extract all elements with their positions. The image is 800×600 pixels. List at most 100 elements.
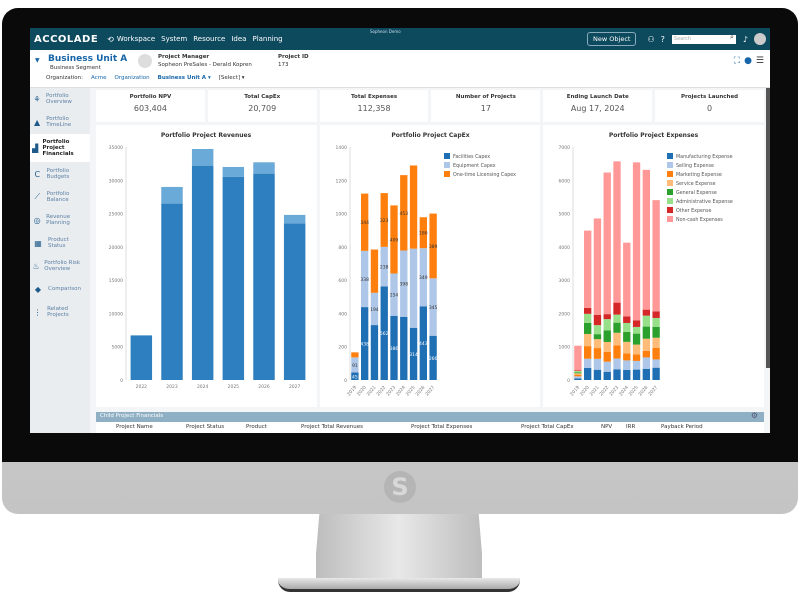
column-header[interactable]: Project Name xyxy=(116,424,153,430)
help-icon[interactable]: ? xyxy=(660,34,665,44)
bar-segment xyxy=(613,369,622,380)
legend-entry[interactable]: Manufacturing Expense xyxy=(676,154,733,160)
sidebar-item[interactable]: ⚘ Portfolio Overview xyxy=(30,88,90,110)
sidebar-item-label: Related Projects xyxy=(47,306,69,318)
x-tick-label: 2022 xyxy=(136,384,148,390)
sidebar-item[interactable]: ▟ Portfolio Project Financials xyxy=(30,134,90,162)
sidebar-item[interactable]: ♨ Portfolio Risk Overview xyxy=(30,255,90,277)
sidebar-item[interactable]: Ϲ Portfolio Budgets xyxy=(30,163,90,185)
y-tick-label: 25000 xyxy=(109,212,123,218)
sidebar-item-label: Portfolio Risk Overview xyxy=(44,260,81,272)
sidebar-item-label: Comparison xyxy=(48,286,81,292)
bar-segment xyxy=(643,338,651,351)
data-label: 91 xyxy=(352,363,358,369)
sidebar-item[interactable]: ▲ Portfolio TimeLine xyxy=(30,111,90,133)
legend-entry[interactable]: Selling Expense xyxy=(676,163,714,169)
bar-segment xyxy=(613,358,622,370)
bar-segment xyxy=(390,205,398,274)
bar-segment xyxy=(594,325,602,335)
breadcrumb-select[interactable]: [Select] ▾ xyxy=(218,75,245,81)
bar-segment xyxy=(633,162,641,321)
sidebar-item[interactable]: ◎ Revenue Planning xyxy=(30,209,90,231)
bar-segment xyxy=(603,314,612,320)
column-header[interactable]: Project Total Revenues xyxy=(301,424,363,430)
legend-entry[interactable]: Other Expense xyxy=(676,208,712,214)
nav-resource[interactable]: Resource xyxy=(193,35,226,43)
legend-entry[interactable]: General Expense xyxy=(676,190,717,196)
sidebar-item-label: Portfolio Budgets xyxy=(46,168,70,180)
kpi-row: Portfolio NPV 603,404 Total CapEx 20,709 Tot… xyxy=(96,90,764,122)
bar-segment xyxy=(623,322,631,332)
pid-value: 173 xyxy=(278,62,289,68)
collapse-icon[interactable]: ▼ xyxy=(35,57,40,64)
x-tick-label: 2023 xyxy=(166,384,178,390)
bar-segment xyxy=(594,339,602,349)
data-label: 453 xyxy=(399,211,408,217)
nav-idea[interactable]: Idea xyxy=(231,35,247,43)
legend-entry[interactable]: Marketing Expense xyxy=(676,172,722,178)
kpi-card: Ending Launch Date Aug 17, 2024 xyxy=(543,90,653,122)
bar-segment xyxy=(603,341,612,352)
bell-icon[interactable]: ♪ xyxy=(742,34,748,44)
gear-icon[interactable]: ⚙ xyxy=(750,411,758,420)
object-header: ▼ Business Unit A Business Segment Proje… xyxy=(30,50,770,88)
nav-planning[interactable]: Planning xyxy=(252,35,283,43)
legend-entry[interactable]: Facilities Capex xyxy=(453,154,490,160)
bar-segment xyxy=(594,334,602,340)
breadcrumb-business-unit[interactable]: Business Unit A ▾ xyxy=(157,75,211,81)
legend-entry[interactable]: Equipment Capex xyxy=(453,163,496,169)
legend-entry[interactable]: One-time Licensing Capex xyxy=(453,172,516,178)
user-chat-icon[interactable]: ⚇ xyxy=(647,34,655,44)
search-input[interactable] xyxy=(671,34,726,44)
scrollbar[interactable] xyxy=(766,88,770,368)
sidebar-item-label: Portfolio TimeLine xyxy=(46,116,72,128)
column-header[interactable]: Product xyxy=(246,424,267,430)
menu-icon[interactable]: ☰ xyxy=(755,56,764,66)
column-header[interactable]: Project Total Expenses xyxy=(411,424,473,430)
column-header[interactable]: NPV xyxy=(601,424,613,430)
y-tick-label: 10000 xyxy=(109,311,123,317)
data-label: 194 xyxy=(370,307,379,313)
bar-segment xyxy=(574,378,582,380)
bar-segment xyxy=(594,369,602,380)
nav-workspace[interactable]: Workspace xyxy=(116,35,156,43)
bar-segment xyxy=(574,372,582,374)
y-tick-label: 0 xyxy=(120,378,123,384)
breadcrumb-acme[interactable]: Acme xyxy=(91,75,107,81)
comment-icon[interactable]: ● xyxy=(744,56,752,66)
sidebar-item[interactable]: ⋮ Related Projects xyxy=(30,301,90,323)
bar-segment xyxy=(429,278,437,336)
bar-segment xyxy=(652,348,661,360)
column-header[interactable]: Payback Period xyxy=(661,424,703,430)
breadcrumb-organization[interactable]: Organization xyxy=(114,75,150,81)
search-icon[interactable]: ⌕ xyxy=(729,32,734,41)
road-icon: ▲ xyxy=(34,117,41,127)
sidebar-item[interactable]: ◆ Comparison xyxy=(30,278,90,300)
column-header[interactable]: Project Total CapEx xyxy=(521,424,574,430)
history-icon[interactable]: ⟲ xyxy=(107,34,114,44)
data-label: 45 xyxy=(352,374,358,380)
target-icon: ◎ xyxy=(33,215,41,225)
data-label: 254 xyxy=(389,293,398,299)
bar-segment xyxy=(350,352,359,358)
nav-system[interactable]: System xyxy=(161,35,188,43)
brand-logo[interactable]: ACCOLADE xyxy=(34,33,99,45)
x-tick-label: 2026 xyxy=(258,384,270,390)
bar-segment xyxy=(409,327,417,380)
column-header[interactable]: IRR xyxy=(626,424,636,430)
sidebar-item[interactable]: ⟋ Portfolio Balance xyxy=(30,186,90,208)
bar-segment xyxy=(360,307,369,380)
legend-entry[interactable]: Administrative Expense xyxy=(676,199,733,205)
column-header[interactable]: Project Status xyxy=(186,424,225,430)
y-tick-label: 1000 xyxy=(335,212,347,218)
bar-segment xyxy=(584,346,592,359)
bar-segment xyxy=(643,309,651,316)
legend-entry[interactable]: Service Expense xyxy=(676,181,716,187)
bar-segment xyxy=(633,354,641,361)
org-chart-icon[interactable]: ⛶ xyxy=(733,56,741,66)
sidebar-item[interactable]: ▦ Product Status xyxy=(30,232,90,254)
legend-swatch xyxy=(443,153,450,159)
new-object-button[interactable]: New Object xyxy=(587,32,637,46)
user-avatar[interactable] xyxy=(754,33,766,45)
legend-entry[interactable]: Non-cash Expenses xyxy=(676,217,723,223)
